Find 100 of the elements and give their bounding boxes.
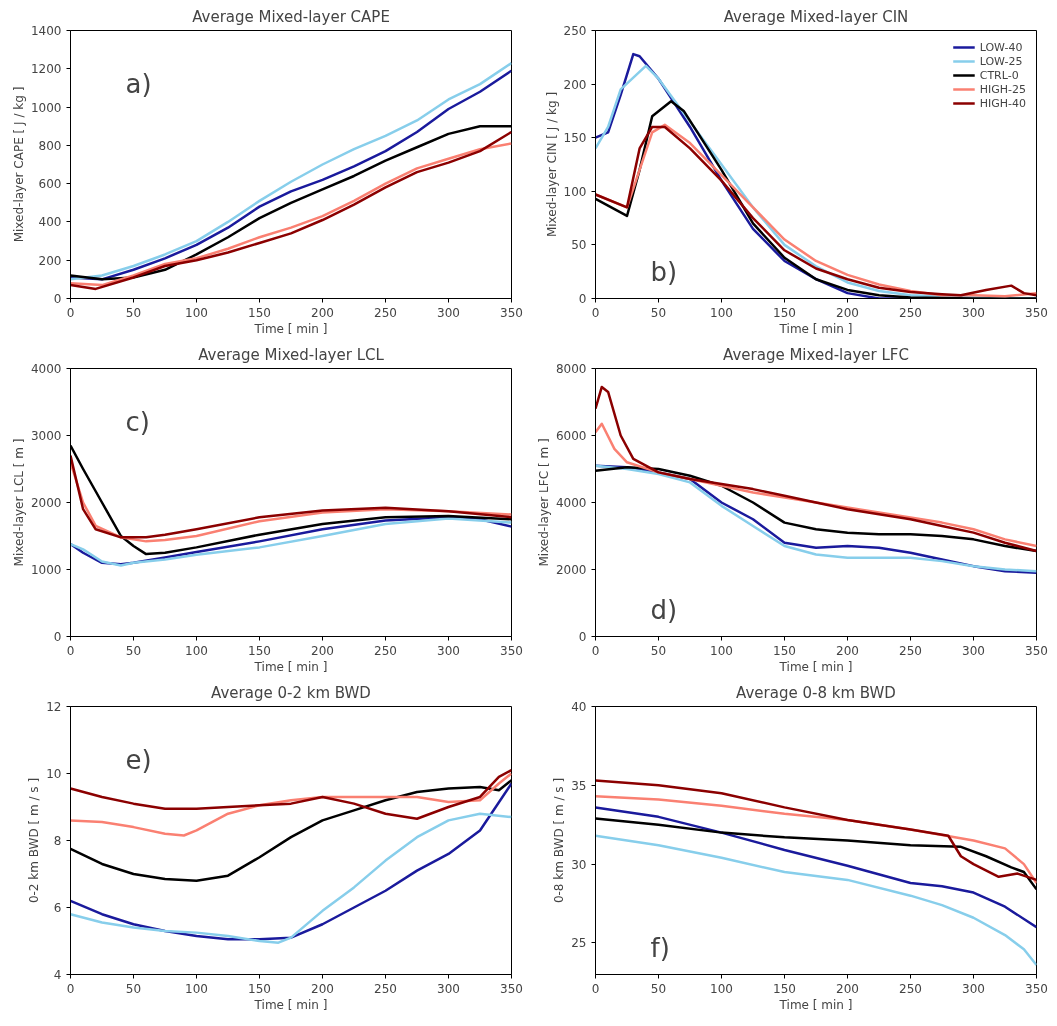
- x-tick-label: 0: [591, 981, 600, 996]
- x-tick-label: 100: [710, 305, 733, 320]
- x-tick-label: 350: [500, 305, 523, 320]
- y-tick-label: 1000: [30, 100, 62, 115]
- x-tick-label: 50: [125, 305, 142, 320]
- x-tick-label: 250: [374, 305, 397, 320]
- x-tick-label: 200: [311, 305, 334, 320]
- x-axis-title: Time [ min ]: [778, 321, 853, 336]
- annotation: c): [125, 406, 150, 437]
- annotation: f): [650, 932, 670, 963]
- x-tick-label: 350: [500, 643, 523, 658]
- x-tick-label: 300: [437, 305, 460, 320]
- y-tick-label: 8000: [555, 362, 587, 376]
- y-tick-label: 800: [38, 138, 62, 153]
- annotation: e): [125, 744, 152, 775]
- x-tick-label: 300: [962, 643, 985, 658]
- x-tick-label: 150: [248, 643, 271, 658]
- x-tick-label: 350: [1025, 305, 1048, 320]
- x-tick-label: 350: [1025, 981, 1048, 996]
- y-tick-label: 10: [46, 767, 62, 781]
- x-tick-label: 250: [899, 981, 922, 996]
- x-tick-label: 350: [1025, 643, 1048, 658]
- x-tick-label: 350: [500, 981, 523, 996]
- x-tick-label: 300: [437, 981, 460, 996]
- x-tick-label: 0: [66, 981, 75, 996]
- x-tick-label: 250: [374, 643, 397, 658]
- x-tick-label: 300: [437, 643, 460, 658]
- y-tick-label: 35: [571, 778, 587, 793]
- x-tick-label: 150: [773, 981, 796, 996]
- annotation: b): [650, 256, 678, 287]
- y-tick-label: 2000: [555, 563, 587, 577]
- chart-title: Average 0-8 km BWD: [736, 683, 896, 702]
- y-tick-label: 30: [571, 857, 587, 872]
- y-tick-label: 200: [563, 77, 587, 92]
- y-tick-label: 1400: [30, 24, 62, 38]
- x-axis-title: Time [ min ]: [778, 659, 853, 674]
- annotation: a): [125, 68, 152, 99]
- y-tick-label: 40: [571, 700, 587, 714]
- x-tick-label: 100: [185, 981, 208, 996]
- x-tick-label: 200: [836, 305, 859, 320]
- chart-title: Average Mixed-layer LCL: [198, 345, 385, 364]
- x-tick-label: 50: [125, 981, 142, 996]
- y-tick-label: 600: [38, 177, 62, 192]
- y-tick-label: 1200: [30, 62, 62, 77]
- x-tick-label: 50: [650, 305, 667, 320]
- y-tick-label: 2000: [30, 496, 62, 510]
- y-tick-label: 150: [563, 131, 587, 146]
- y-tick-label: 1000: [30, 563, 62, 577]
- y-axis-title: Mixed-layer CIN [ J / kg ]: [544, 91, 559, 238]
- legend-label: LOW-40: [979, 40, 1023, 54]
- y-tick-label: 0: [53, 292, 62, 306]
- x-axis-title: Time [ min ]: [253, 997, 328, 1012]
- y-tick-label: 0: [53, 630, 62, 644]
- x-tick-label: 250: [374, 981, 397, 996]
- y-tick-label: 8: [53, 834, 62, 848]
- y-tick-label: 25: [571, 936, 587, 951]
- y-axis-title: 0-2 km BWD [ m / s ]: [27, 777, 42, 904]
- legend-label: HIGH-40: [979, 96, 1026, 110]
- x-tick-label: 100: [185, 643, 208, 658]
- x-tick-label: 300: [962, 305, 985, 320]
- x-tick-label: 200: [836, 981, 859, 996]
- x-tick-label: 200: [836, 643, 859, 658]
- x-tick-label: 50: [650, 981, 667, 996]
- x-tick-label: 50: [125, 643, 142, 658]
- x-tick-label: 300: [962, 981, 985, 996]
- y-tick-label: 6000: [555, 429, 587, 443]
- annotation: d): [650, 594, 678, 625]
- y-tick-label: 3000: [30, 429, 62, 443]
- y-tick-label: 0: [578, 292, 587, 306]
- x-tick-label: 200: [311, 643, 334, 658]
- y-axis-title: Mixed-layer LFC [ m ]: [536, 438, 551, 567]
- y-tick-label: 6: [53, 901, 62, 915]
- x-axis-title: Time [ min ]: [778, 997, 853, 1012]
- x-tick-label: 50: [650, 643, 667, 658]
- y-axis-title: Mixed-layer CAPE [ J / kg ]: [11, 86, 26, 243]
- chart-title: Average Mixed-layer CIN: [723, 7, 909, 26]
- legend-label: CTRL-0: [979, 68, 1019, 82]
- chart-title: Average Mixed-layer LFC: [723, 345, 909, 364]
- y-axis-title: 0-8 km BWD [ m / s ]: [552, 777, 567, 904]
- y-tick-label: 12: [46, 700, 62, 714]
- y-axis-title: Mixed-layer LCL [ m ]: [11, 438, 26, 567]
- x-tick-label: 100: [185, 305, 208, 320]
- x-tick-label: 100: [710, 643, 733, 658]
- y-tick-label: 200: [38, 253, 62, 268]
- legend-label: LOW-25: [979, 54, 1023, 68]
- x-tick-label: 150: [773, 643, 796, 658]
- x-tick-label: 150: [248, 981, 271, 996]
- x-tick-label: 150: [773, 305, 796, 320]
- x-tick-label: 0: [591, 305, 600, 320]
- x-tick-label: 150: [248, 305, 271, 320]
- legend-label: HIGH-25: [979, 82, 1026, 96]
- chart-title: Average Mixed-layer CAPE: [192, 7, 390, 26]
- y-tick-label: 250: [563, 24, 587, 38]
- y-tick-label: 0: [578, 630, 587, 644]
- x-tick-label: 0: [66, 643, 75, 658]
- x-tick-label: 250: [899, 643, 922, 658]
- y-tick-label: 4000: [30, 362, 62, 376]
- x-tick-label: 0: [66, 305, 75, 320]
- x-tick-label: 200: [311, 981, 334, 996]
- y-tick-label: 4000: [555, 496, 587, 510]
